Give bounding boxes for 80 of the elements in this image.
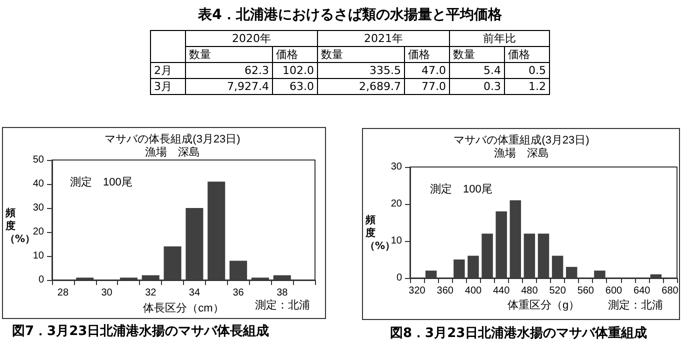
x-tick-label: 36 (232, 288, 244, 298)
text: 2021年 (318, 30, 450, 46)
text: 数量 (186, 46, 272, 62)
y-tick-label: 10 (32, 250, 44, 262)
x-tick-label: 440 (493, 286, 510, 296)
y-tick-label: 40 (32, 178, 44, 190)
text: 335.5 (318, 62, 404, 78)
chart-title: マサバの体重組成(3月23日) (454, 134, 590, 146)
bar (208, 182, 226, 280)
annotation: 測定 100尾 (430, 182, 492, 196)
text: 表4．北浦港におけるさば類の水揚量と平均価格 (197, 6, 503, 24)
x-tick-label: 640 (634, 286, 651, 296)
y-tick-label: 20 (32, 226, 44, 238)
text: 47.0 (404, 62, 450, 78)
bar (482, 234, 493, 278)
x-tick-label: 560 (577, 286, 594, 296)
bar (566, 266, 578, 278)
bar (594, 270, 606, 278)
y-tick-label: 0 (396, 272, 402, 284)
y-tick-label: 20 (390, 198, 402, 210)
text: 62.3 (186, 62, 272, 78)
x-tick-label: 38 (276, 288, 288, 298)
text: 前年比 (450, 30, 550, 46)
y-tick-label: 30 (390, 162, 402, 172)
caption: 図8．3月23日北浦港水揚のマサバ体重組成 (390, 324, 648, 342)
text: 5.4 (450, 62, 504, 78)
bar (425, 270, 437, 278)
y-tick-label: 0 (38, 274, 44, 286)
bar (164, 246, 182, 280)
x-tick-label: 32 (145, 288, 157, 298)
bar (142, 275, 160, 280)
bar (538, 234, 550, 278)
text: 63.0 (272, 78, 318, 94)
text: 2月 (150, 62, 186, 78)
y-tick-label: 10 (390, 236, 402, 246)
bar (496, 211, 507, 278)
bar (230, 260, 248, 280)
text: 数量 (318, 46, 404, 62)
chart-subtitle: 漁場 深島 (494, 146, 549, 160)
bar (273, 275, 291, 280)
x-tick-label: 400 (464, 286, 482, 296)
text: 価格 (504, 46, 550, 62)
x-tick-label: 520 (549, 286, 566, 296)
annotation: 測定 100尾 (70, 176, 132, 188)
x-tick-label: 680 (662, 286, 679, 296)
text: 77.0 (404, 78, 450, 94)
text: 測定：北浦 (255, 298, 310, 312)
bar (510, 200, 522, 278)
caption: 図7．3月23日北浦港水揚のマサバ体長組成 (12, 323, 270, 340)
text: 102.0 (272, 62, 318, 78)
bar (454, 260, 465, 278)
text: 7,927.4 (186, 78, 272, 94)
text: 2,689.7 (318, 78, 404, 94)
text: 1.2 (504, 78, 550, 94)
bar (552, 256, 564, 278)
text: 2020年 (186, 30, 318, 46)
text: 価格 (272, 46, 318, 62)
x-axis-title: 体重区分（g） (507, 298, 580, 312)
x-tick-label: 480 (521, 286, 538, 296)
chart-title: マサバの体長組成(3月23日) (104, 132, 240, 146)
y-tick-label: 50 (32, 154, 44, 166)
chart-subtitle: 漁場 深島 (145, 146, 200, 158)
bar (524, 234, 536, 278)
y-tick-label: 30 (32, 202, 44, 214)
x-tick-label: 28 (57, 288, 69, 298)
x-tick-label: 320 (408, 286, 426, 296)
text: 3月 (150, 78, 186, 94)
x-axis-title: 体長区分（cm） (143, 302, 224, 314)
bar (650, 274, 662, 278)
x-tick-label: 360 (436, 286, 454, 296)
bar (186, 208, 204, 280)
text: 価格 (404, 46, 450, 62)
x-tick-label: 30 (101, 288, 113, 298)
x-tick-label: 34 (188, 288, 200, 298)
text: 測定：北浦 (608, 298, 663, 312)
x-tick-label: 600 (605, 286, 623, 296)
bar (468, 256, 479, 278)
text: 0.3 (450, 78, 504, 94)
text: 数量 (450, 46, 504, 62)
text: 0.5 (504, 62, 550, 78)
